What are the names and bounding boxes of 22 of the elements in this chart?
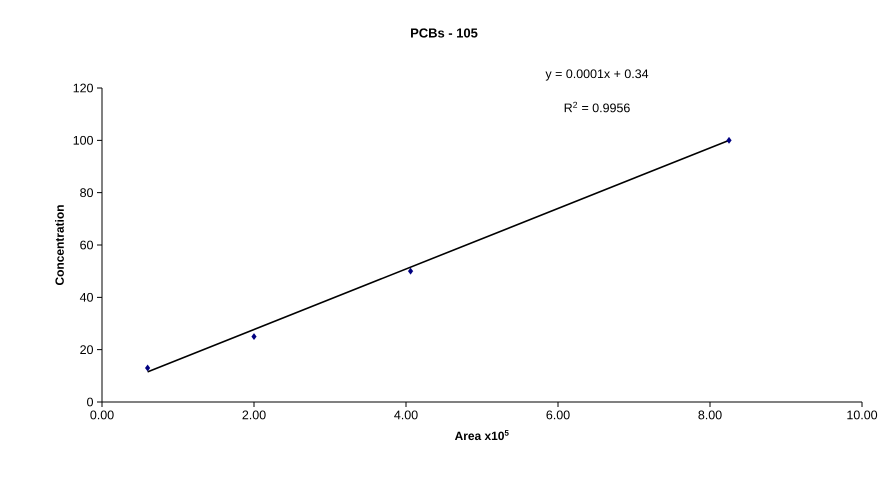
point [251,333,257,340]
x-tick-label: 8.00 [698,410,722,420]
y-tick-label: 120 [74,84,93,92]
y-tick-label: 20 [80,345,93,354]
y-tick-label: 0 [87,398,93,406]
text: y = 0.0001x + 0.34 [545,69,648,81]
point [726,136,732,144]
x-axis-title: Area x10$^{5}$ [454,430,509,440]
x-tick-label: 6.00 [546,410,570,420]
y-axis-title: Concentration [55,205,64,286]
y-tick-label: 100 [74,136,93,145]
point [408,268,414,275]
x-tick-label: 4.00 [394,410,418,420]
y-tick-label: 80 [80,188,93,198]
y-tick-label: 40 [80,292,93,302]
x-tick-label: 0.00 [90,410,114,420]
x-tick-label: 2.00 [242,410,266,420]
chart-title: PCBs - 105 [411,28,478,38]
point [145,364,150,372]
x-tick-label: 10.00 [847,410,878,420]
y-tick-label: 60 [80,240,93,250]
annotation: R$^{2}$ = 0.9956 [564,102,630,112]
